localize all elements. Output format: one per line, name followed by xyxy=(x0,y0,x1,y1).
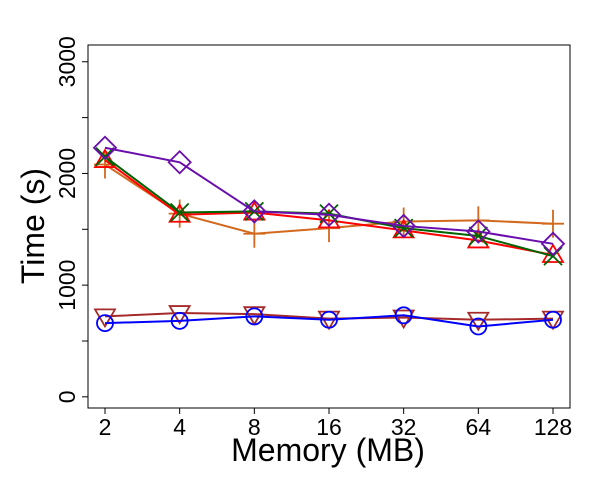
series-green-x-point-4 xyxy=(170,202,190,223)
series-purple-diamond-point-128 xyxy=(540,231,566,257)
series-green-x-point-2 xyxy=(95,147,115,167)
series-blue-circle-point-64 xyxy=(469,317,488,336)
series-purple-diamond-point-2 xyxy=(92,135,118,161)
series-purple-diamond-point-32 xyxy=(391,213,416,239)
series-blue-circle-point-4 xyxy=(170,311,189,330)
y-tick-label-3000: 3000 xyxy=(54,36,80,87)
x-tick-label-16: 16 xyxy=(316,414,342,440)
series-red-triangle-point-64 xyxy=(466,228,490,249)
series-purple-diamond-point-8 xyxy=(242,199,267,224)
series-brown-triangle-down-point-32 xyxy=(392,309,416,330)
y-tick-label-0: 0 xyxy=(54,390,80,403)
series-blue-circle-point-128 xyxy=(544,310,562,329)
x-axis: 2 4 8 16 32 64 128 xyxy=(99,408,572,440)
series-green-x-point-64 xyxy=(468,226,488,246)
series-red-triangle-line xyxy=(104,159,554,256)
series-blue-circle-point-16 xyxy=(320,310,338,329)
series-blue-circle-line xyxy=(104,314,554,328)
series-layer xyxy=(92,135,566,336)
x-tick-label-8: 8 xyxy=(248,414,261,440)
series-red-triangle-point-128 xyxy=(541,243,565,263)
y-tick-label-2000: 2000 xyxy=(54,148,80,199)
series-red-triangle-point-2 xyxy=(93,148,117,168)
series-blue-circle-point-8 xyxy=(245,307,264,326)
series-purple-diamond-point-4 xyxy=(167,150,192,175)
x-tick-label-2: 2 xyxy=(99,414,112,440)
y-axis: 0 1000 2000 3000 xyxy=(54,36,88,403)
series-purple-diamond-line xyxy=(104,146,554,245)
series-blue-circle-point-2 xyxy=(96,314,114,333)
x-axis-label: Memory (MB) xyxy=(231,432,425,468)
series-purple-diamond-point-16 xyxy=(316,202,342,228)
x-tick-label-4: 4 xyxy=(173,414,186,440)
series-blue-circle-point-32 xyxy=(394,306,413,325)
x-tick-label-128: 128 xyxy=(534,414,572,440)
x-tick-label-32: 32 xyxy=(391,414,417,440)
series-brown-triangle-down xyxy=(93,305,565,332)
series-red-triangle xyxy=(93,148,565,263)
series-purple-diamond-point-64 xyxy=(466,219,491,244)
series-green-x xyxy=(95,147,563,266)
series-blue-circle xyxy=(96,306,562,336)
x-tick-label-64: 64 xyxy=(466,414,492,440)
series-green-x-point-128 xyxy=(543,246,563,266)
series-orange-plus-point-8 xyxy=(243,219,266,248)
y-axis-label: Time (s) xyxy=(15,168,51,284)
y-tick-label-1000: 1000 xyxy=(54,260,80,311)
series-purple-diamond xyxy=(92,135,566,257)
